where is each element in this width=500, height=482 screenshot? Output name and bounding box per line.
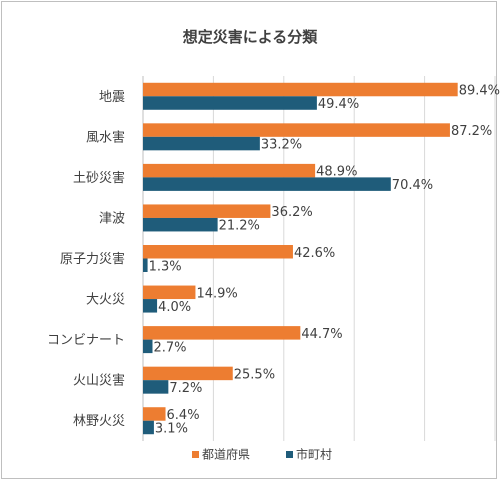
category-label: 津波 bbox=[99, 211, 125, 226]
data-label: 7.2% bbox=[169, 381, 202, 396]
bar-municipality bbox=[143, 136, 260, 151]
data-label: 87.2% bbox=[451, 124, 492, 139]
data-label: 89.4% bbox=[459, 84, 500, 99]
data-label: 6.4% bbox=[167, 408, 200, 423]
category-label: 大火災 bbox=[86, 293, 125, 308]
category-label: 土砂災害 bbox=[73, 170, 125, 186]
legend-label-prefecture: 都道府県 bbox=[202, 447, 250, 462]
data-label: 33.2% bbox=[261, 138, 302, 153]
bar-municipality bbox=[143, 380, 169, 394]
data-label: 1.3% bbox=[149, 259, 182, 274]
category-label: 地震 bbox=[99, 90, 125, 105]
data-label: 2.7% bbox=[154, 340, 187, 355]
bar-prefecture bbox=[143, 285, 196, 300]
bar-prefecture bbox=[143, 204, 271, 218]
bar-municipality bbox=[143, 339, 153, 354]
data-label: 3.1% bbox=[155, 421, 188, 436]
category-label: 林野火災 bbox=[73, 414, 125, 429]
category-label: 風水害 bbox=[86, 129, 125, 145]
data-label: 36.2% bbox=[271, 205, 312, 220]
category-label: 火山災害 bbox=[73, 373, 125, 389]
data-label: 25.5% bbox=[234, 367, 275, 382]
data-label: 48.9% bbox=[316, 165, 357, 180]
data-label: 44.7% bbox=[301, 327, 342, 342]
data-label: 21.2% bbox=[219, 219, 260, 234]
category-label: コンビナート bbox=[47, 333, 125, 348]
bar-prefecture bbox=[143, 82, 458, 97]
bar-prefecture bbox=[143, 407, 166, 421]
bar-prefecture bbox=[143, 326, 301, 340]
bar-prefecture bbox=[143, 366, 233, 381]
data-label: 42.6% bbox=[294, 246, 335, 261]
bar-prefecture bbox=[143, 245, 293, 259]
data-label: 14.9% bbox=[196, 286, 237, 301]
data-label: 49.4% bbox=[318, 97, 359, 112]
bar-municipality bbox=[143, 299, 158, 313]
chart-title: 想定災害による分類 bbox=[182, 28, 319, 46]
bar-prefecture bbox=[143, 163, 316, 178]
legend-swatch-municipality bbox=[286, 451, 293, 458]
legend-swatch-prefecture bbox=[192, 451, 199, 458]
data-label: 4.0% bbox=[158, 300, 191, 315]
legend-label-municipality: 市町村 bbox=[296, 447, 332, 462]
bar-municipality bbox=[143, 217, 218, 232]
bar-municipality bbox=[143, 420, 154, 435]
bar-prefecture bbox=[143, 123, 450, 137]
bar-municipality bbox=[143, 177, 391, 191]
data-label: 70.4% bbox=[392, 178, 433, 193]
bar-municipality bbox=[143, 258, 148, 272]
category-label: 原子力災害 bbox=[60, 251, 125, 267]
bars bbox=[143, 82, 458, 435]
legend: 都道府県 市町村 bbox=[192, 447, 332, 462]
data-labels: 89.4% 49.4% 87.2% 33.2% 48.9% 70.4% 36.2% 21.2%… bbox=[149, 84, 500, 437]
bar-municipality bbox=[143, 96, 317, 110]
